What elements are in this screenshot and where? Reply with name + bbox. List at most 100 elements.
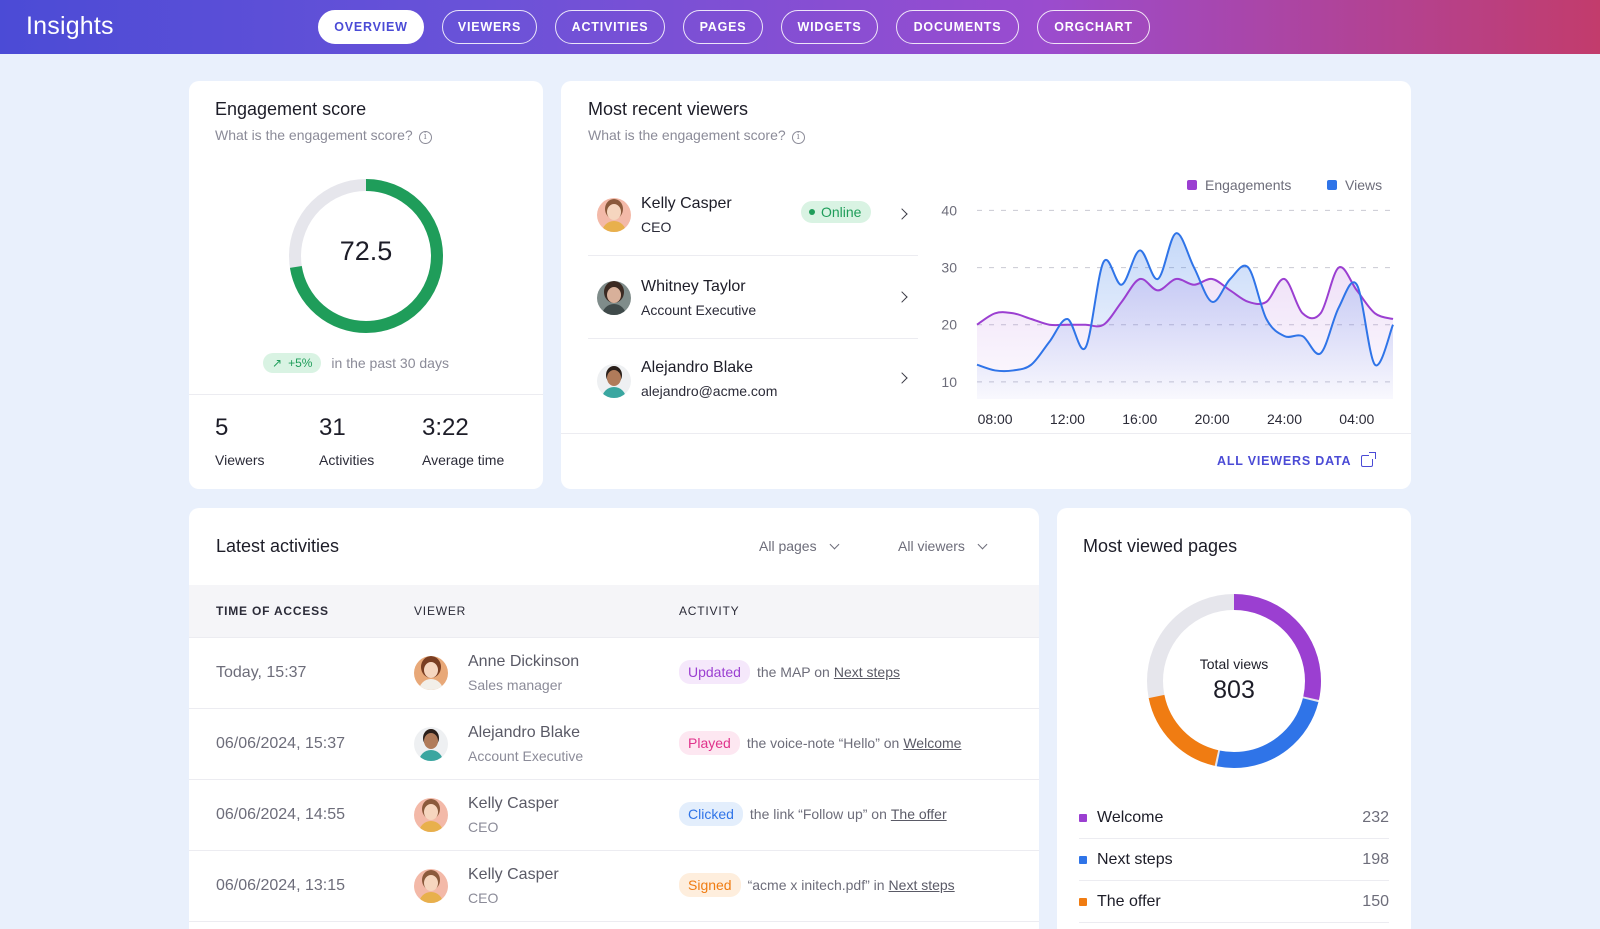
table-row[interactable]: 06/06/2024, 15:37 Alejandro Blake Accoun… bbox=[189, 709, 1039, 780]
avatar bbox=[414, 727, 448, 761]
legend-views: Views bbox=[1327, 177, 1382, 193]
access-time: 06/06/2024, 14:55 bbox=[216, 806, 346, 823]
avatar bbox=[597, 198, 631, 232]
table-header: TIME OF ACCESS VIEWER ACTIVITY bbox=[189, 585, 1039, 638]
avatar-body bbox=[419, 821, 443, 832]
avatar-head bbox=[607, 287, 621, 303]
page-link[interactable]: The offer bbox=[890, 806, 947, 822]
viewer-name: Alejandro Blake bbox=[468, 724, 581, 741]
viewer-row[interactable]: Whitney Taylor Account Executive bbox=[588, 256, 918, 339]
page-row-welcome[interactable]: Welcome 232 bbox=[1079, 797, 1389, 839]
action-badge: Played bbox=[679, 731, 740, 755]
table-row[interactable]: 06/06/2024, 13:15 Kelly Casper CEO Signe… bbox=[189, 851, 1039, 922]
donut-center-label: Total views bbox=[1199, 656, 1269, 672]
most-viewed-title: Most viewed pages bbox=[1083, 536, 1238, 556]
viewer-row[interactable]: Kelly Casper CEO Online bbox=[588, 173, 918, 256]
activity: Played the voice-note “Hello” on Welcome bbox=[679, 731, 961, 755]
legend-label: Engagements bbox=[1205, 177, 1292, 193]
avatar-head bbox=[424, 875, 438, 891]
most-viewed-pages-card: Most viewed pages Total views 803 Welcom… bbox=[1057, 508, 1411, 929]
chevron-right-icon[interactable] bbox=[896, 291, 908, 303]
chevron-down-icon bbox=[829, 539, 840, 549]
filter-viewers[interactable]: All viewers bbox=[898, 538, 988, 554]
stat-label: Activities bbox=[319, 452, 375, 468]
avatar bbox=[414, 869, 448, 903]
legend-swatch bbox=[1079, 814, 1087, 822]
trend-text: in the past 30 days bbox=[331, 355, 449, 371]
engagement-subtitle-text: What is the engagement score? bbox=[215, 127, 413, 143]
divider bbox=[588, 338, 918, 339]
all-viewers-data-link[interactable]: ALL VIEWERS DATA bbox=[1217, 452, 1377, 468]
trend-up-icon: ↗ bbox=[272, 356, 283, 370]
avatar-body bbox=[419, 679, 443, 690]
y-tick-label: 20 bbox=[941, 317, 957, 333]
series-line-views bbox=[976, 232, 1394, 373]
activity-detail: the voice-note “Hello” on bbox=[746, 735, 900, 751]
tab-overview[interactable]: OVERVIEW bbox=[318, 10, 424, 44]
page-label: Next steps bbox=[1097, 851, 1173, 868]
avatar bbox=[597, 281, 631, 315]
engagement-ring bbox=[289, 179, 443, 333]
engagement-card: Engagement score What is the engagement … bbox=[189, 81, 543, 489]
tab-documents[interactable]: DOCUMENTS bbox=[896, 10, 1019, 44]
chevron-right-icon[interactable] bbox=[896, 208, 908, 220]
donut-slice-next-steps bbox=[1147, 594, 1321, 768]
table-row[interactable]: 06/06/2024, 14:55 Kelly Casper CEO Click… bbox=[189, 780, 1039, 851]
tab-orgchart[interactable]: ORGCHART bbox=[1037, 10, 1150, 44]
avatar-body bbox=[602, 387, 626, 398]
viewer-name: Anne Dickinson bbox=[468, 653, 580, 670]
column-header[interactable]: ACTIVITY bbox=[679, 604, 740, 618]
donut-slice-welcome bbox=[1147, 594, 1321, 768]
chart-x-axis: 08:00 12:00 16:00 20:00 24:00 04:00 bbox=[978, 411, 1375, 427]
page-link[interactable]: Welcome bbox=[903, 735, 962, 751]
tab-activities[interactable]: ACTIVITIES bbox=[555, 10, 665, 44]
info-icon[interactable]: i bbox=[418, 131, 432, 144]
trend-badge: ↗ +5% bbox=[263, 353, 322, 373]
stat-value: 3:22 bbox=[422, 414, 469, 441]
avatar bbox=[414, 656, 448, 690]
divider bbox=[189, 394, 543, 395]
x-tick-label: 24:00 bbox=[1267, 411, 1302, 427]
action-badge: Updated bbox=[679, 660, 750, 684]
tab-widgets[interactable]: WIDGETS bbox=[781, 10, 878, 44]
page-row-the-offer[interactable]: The offer 150 bbox=[1079, 881, 1389, 923]
y-tick-label: 40 bbox=[941, 202, 957, 218]
viewer-name: Alejandro Blake bbox=[641, 359, 754, 376]
total-views-value: 803 bbox=[1213, 676, 1255, 704]
avatar-head bbox=[607, 204, 621, 220]
engagement-trend: ↗ +5% in the past 30 days bbox=[263, 353, 449, 373]
column-header[interactable]: VIEWER bbox=[414, 604, 467, 618]
app-title: Insights bbox=[26, 12, 114, 40]
page-row-next-steps[interactable]: Next steps 198 bbox=[1079, 839, 1389, 881]
status-text: Online bbox=[821, 204, 862, 220]
chevron-down-icon bbox=[977, 539, 988, 549]
avatar-body bbox=[419, 750, 443, 761]
info-icon[interactable]: i bbox=[791, 131, 805, 144]
activity: Signed “acme x initech.pdf” in Next step… bbox=[679, 873, 955, 897]
tab-viewers[interactable]: VIEWERS bbox=[442, 10, 537, 44]
viewer-role: Account Executive bbox=[641, 302, 757, 318]
page-label: Welcome bbox=[1097, 809, 1164, 826]
page-link[interactable]: Next steps bbox=[833, 664, 900, 680]
access-time: Today, 15:37 bbox=[216, 664, 307, 681]
x-tick-label: 20:00 bbox=[1195, 411, 1230, 427]
filter-pages[interactable]: All pages bbox=[759, 538, 840, 554]
activity: Clicked the link “Follow up” on The offe… bbox=[679, 802, 947, 826]
engagement-score-value: 72.5 bbox=[339, 236, 393, 266]
avatar-head bbox=[607, 370, 621, 386]
page-link[interactable]: Next steps bbox=[888, 877, 955, 893]
page-views: 198 bbox=[1362, 851, 1389, 868]
avatar-body bbox=[602, 221, 626, 232]
tab-pages[interactable]: PAGES bbox=[683, 10, 763, 44]
recent-viewers-subtitle-text: What is the engagement score? bbox=[588, 127, 786, 143]
pages-donut-chart bbox=[1147, 594, 1321, 768]
viewer-role: CEO bbox=[468, 819, 499, 835]
viewer-row[interactable]: Alejandro Blake alejandro@acme.com bbox=[588, 339, 918, 422]
legend-swatch bbox=[1187, 180, 1197, 190]
stat-value: 5 bbox=[215, 414, 229, 441]
recent-viewers-subtitle: What is the engagement score? i bbox=[588, 127, 805, 144]
table-row[interactable]: Today, 15:37 Anne Dickinson Sales manage… bbox=[189, 638, 1039, 709]
column-header[interactable]: TIME OF ACCESS bbox=[216, 604, 329, 618]
activity-detail: the link “Follow up” on bbox=[749, 806, 887, 822]
chevron-right-icon[interactable] bbox=[896, 372, 908, 384]
